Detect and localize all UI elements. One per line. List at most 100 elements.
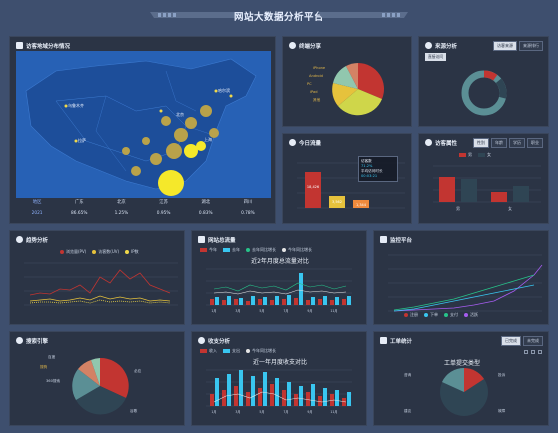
axis-label: 1月 [211, 410, 216, 414]
city-label: 上海 [204, 136, 212, 142]
panel-title: 网站总流量 [208, 237, 236, 244]
axis-label: 1月 [211, 309, 216, 313]
city-label: 拉萨 [78, 137, 86, 143]
tab-pending[interactable]: 未完成 [523, 336, 543, 346]
header: 网站大数据分析平台 [0, 0, 558, 30]
axis-label: 9月 [307, 410, 312, 414]
panel-title: 工单统计 [390, 338, 413, 345]
monitor-legend: 注册 下单 支付 活跃 [404, 312, 478, 318]
tab-source[interactable]: 访客来源 [493, 41, 517, 51]
chart-title: 近2年月度总流量对比 [251, 258, 309, 265]
table-header: 地区 [32, 200, 42, 205]
legend-label: 今年同比增长 [288, 247, 312, 252]
search-panel: 搜索引擎 百度 搜狗 360搜索 必应 谷歌 [9, 331, 185, 426]
china-map[interactable]: 拉萨 乌鲁木齐 哈尔滨 上海 北京 [16, 51, 271, 198]
trend-line-chart[interactable] [10, 255, 184, 324]
chart-title: 近一年月度收支对比 [252, 359, 307, 366]
table-cell: 0.95% [156, 210, 171, 216]
legend-label: 女 [487, 152, 491, 157]
refresh-icon[interactable] [531, 350, 535, 354]
terminal-pie-chart[interactable]: iPhone Android PC iPad 其他 [283, 51, 411, 126]
header-left-ornament [150, 12, 240, 18]
site-legend: 今年 去年 去年同比增长 今年同比增长 [200, 247, 312, 253]
pie-label: PC [307, 82, 312, 86]
panel-title: 监控平台 [390, 237, 413, 244]
axis-label: 9月 [307, 309, 312, 313]
table-cell: 0.83% [198, 210, 213, 216]
pie-label: Android [309, 74, 323, 78]
legend-label: 支付 [450, 312, 458, 317]
search-pie-chart[interactable]: 百度 搜狗 360搜索 必应 谷歌 [10, 346, 184, 425]
tab-education[interactable]: 学历 [509, 138, 525, 148]
table-cell: 2021 [31, 210, 43, 216]
profit-bar-chart[interactable]: 1月 3月 5月 7月 9月 11月 [192, 364, 366, 425]
panel-title: 访客属性 [435, 140, 458, 147]
panel-title: 收支分析 [208, 338, 231, 345]
table-cell: 86.65% [71, 210, 88, 216]
tab-rank[interactable]: 来源排行 [519, 41, 543, 51]
trend-icon [16, 236, 23, 243]
chart-title: 工单提交类型 [443, 360, 480, 367]
trend-panel: 趋势分析 浏览量(PV) 访客数(UV) IP数 [9, 230, 185, 325]
pie-icon [289, 42, 296, 49]
monitor-icon [380, 236, 387, 243]
table-header: 北京 [117, 200, 126, 205]
workorder-panel: 工单统计 已完成 未完成 工单提交类型 咨询 投诉 建议 故障 [373, 331, 549, 426]
zoom-icon[interactable] [524, 350, 528, 354]
pie-label: 建议 [404, 408, 412, 413]
site-bar-line-chart[interactable]: 1月 3月 5月 7月 9月 11月 [192, 263, 366, 324]
axis-label: 11月 [330, 410, 337, 414]
page-title: 网站大数据分析平台 [233, 12, 324, 23]
legend-label: 收入 [209, 348, 217, 353]
tab-done[interactable]: 已完成 [501, 336, 521, 346]
tab-gender[interactable]: 性别 [473, 138, 489, 148]
axis-label: 3月 [235, 410, 240, 414]
globe-icon [425, 42, 432, 49]
panel-title: 访客地域分布情况 [26, 43, 71, 50]
download-icon[interactable] [538, 350, 542, 354]
tab-job[interactable]: 职业 [527, 138, 543, 148]
workorder-pie-chart[interactable]: 咨询 投诉 建议 故障 [374, 362, 548, 425]
pie-label: 故障 [498, 408, 506, 413]
search-icon [16, 337, 23, 344]
table-header: 湖北 [201, 200, 211, 205]
pie-label: 搜狗 [40, 364, 48, 369]
site-panel: 网站总流量 今年 去年 去年同比增长 今年同比增长 近2年月度总流量对比 1月 … [191, 230, 367, 325]
map-panel: 访客地域分布情况 拉萨 乌鲁木齐 哈尔滨 上海 北京 地区 广东 北京 江苏 湖… [9, 36, 276, 224]
legend-label: 男 [468, 152, 472, 157]
axis-label: 7月 [283, 410, 288, 414]
monitor-panel: 监控平台 注册 下单 支付 活跃 [373, 230, 549, 325]
axis-label: 3月 [235, 309, 240, 313]
bar-value: 18,426 [307, 185, 319, 189]
list-icon [380, 337, 387, 344]
pie-label: iPhone [313, 66, 326, 70]
source-donut-chart[interactable] [419, 57, 548, 125]
legend-label: 下单 [430, 312, 438, 317]
pie-label: 百度 [48, 354, 56, 359]
panel-title: 终端分享 [299, 43, 322, 50]
monitor-line-chart[interactable] [374, 245, 548, 324]
attribute-panel: 访客属性 性别 年龄 学历 职业 男 女 男 女 [418, 133, 549, 224]
bar-value: 1,344 [356, 203, 367, 207]
attribute-bar-chart[interactable]: 男 女 [419, 158, 548, 223]
pie-label: 必应 [134, 368, 142, 373]
terminal-panel: 终端分享 iPhone Android PC iPad 其他 [282, 36, 412, 127]
pie-label: 投诉 [498, 372, 506, 377]
chart-toolbox [524, 350, 542, 354]
profit-legend: 收入 支出 今年同比增长 [200, 348, 276, 354]
table-cell: 0.78% [241, 210, 255, 216]
tooltip: 访客数 71.2% 平均访问时长 00:03:21 [358, 156, 398, 182]
source-panel: 来源分析 访客来源 来源排行 直接访问 [418, 36, 549, 127]
tooltip-line: 00:03:21 [361, 174, 378, 178]
axis-label: 女 [508, 206, 512, 211]
axis-label: 7月 [283, 309, 288, 313]
panel-title: 趋势分析 [26, 237, 49, 244]
legend-label: 去年同比增长 [252, 247, 276, 252]
legend-label: 注册 [410, 312, 418, 317]
tab-age[interactable]: 年龄 [491, 138, 507, 148]
pie-label: iPad [310, 90, 318, 94]
table-header: 广东 [74, 200, 84, 205]
city-label: 北京 [176, 111, 184, 117]
pie-label: 其他 [313, 97, 321, 102]
axis-label: 5月 [259, 410, 264, 414]
